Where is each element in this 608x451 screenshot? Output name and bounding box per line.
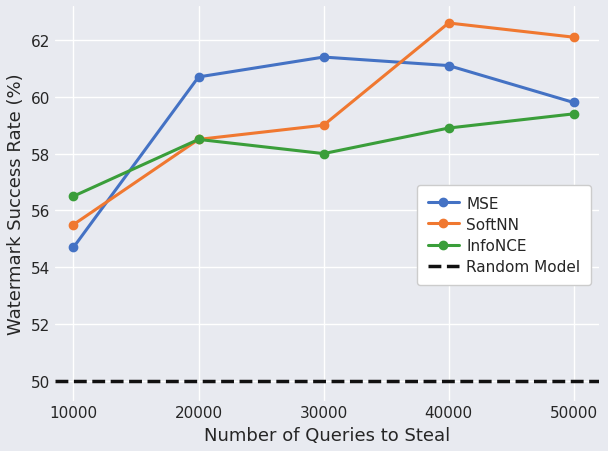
SoftNN (445, 21, 452, 27)
SoftNN (195, 138, 202, 143)
MSE (570, 101, 578, 106)
Line: InfoNCE: InfoNCE (69, 110, 578, 201)
X-axis label: Number of Queries to Steal: Number of Queries to Steal (204, 426, 450, 444)
MSE (320, 55, 327, 60)
SoftNN (70, 222, 77, 228)
InfoNCE (195, 138, 202, 143)
Legend: MSE, SoftNN, InfoNCE, Random Model: MSE, SoftNN, InfoNCE, Random Model (417, 186, 591, 285)
SoftNN (570, 35, 578, 41)
Line: MSE: MSE (69, 54, 578, 252)
Y-axis label: Watermark Success Rate (%): Watermark Success Rate (%) (7, 74, 25, 334)
InfoNCE (320, 152, 327, 157)
Line: SoftNN: SoftNN (69, 20, 578, 229)
MSE (195, 75, 202, 80)
InfoNCE (70, 194, 77, 199)
SoftNN (320, 123, 327, 129)
InfoNCE (445, 126, 452, 131)
InfoNCE (570, 112, 578, 117)
MSE (70, 245, 77, 250)
MSE (445, 64, 452, 69)
